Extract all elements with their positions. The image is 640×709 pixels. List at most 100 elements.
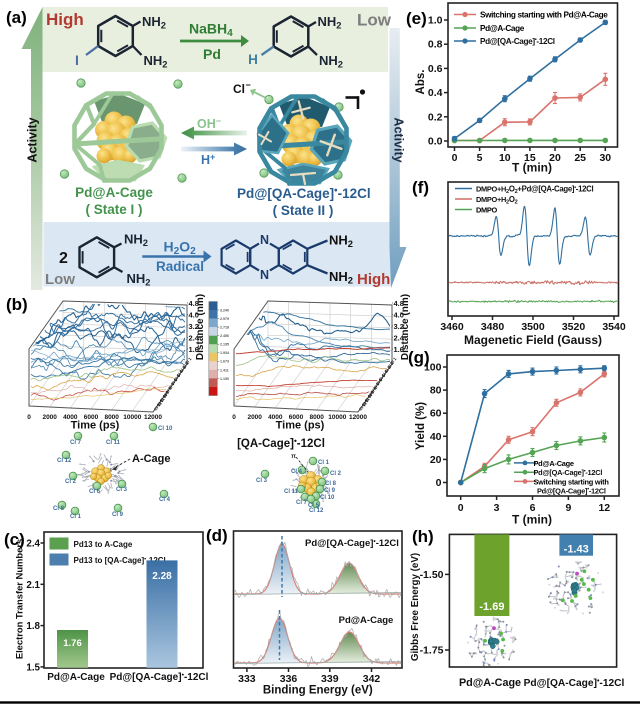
svg-text:High: High [357, 271, 390, 288]
svg-text:Pd@[QA-Cage]•-12Cl: Pd@[QA-Cage]•-12Cl [237, 186, 371, 201]
svg-text:Cl 7: Cl 7 [167, 381, 176, 391]
svg-text:Activity: Activity [392, 117, 406, 162]
svg-text:4000: 4000 [268, 414, 283, 421]
svg-text:Cl 11: Cl 11 [284, 489, 299, 495]
svg-text:(a): (a) [6, 8, 27, 27]
svg-text:10000: 10000 [123, 414, 141, 421]
svg-text:Cl 7: Cl 7 [372, 381, 381, 391]
svg-text:2000: 2000 [247, 414, 262, 421]
svg-text:3.240: 3.240 [220, 308, 229, 312]
svg-text:30: 30 [599, 152, 611, 164]
svg-text:0.2: 0.2 [428, 111, 443, 123]
svg-text:2.4: 2.4 [189, 333, 200, 342]
svg-text:Switching starting with Pd@A-C: Switching starting with Pd@A-Cage [480, 11, 608, 20]
svg-text:0.6: 0.6 [428, 63, 443, 75]
svg-text:40: 40 [430, 431, 442, 443]
svg-text:60: 60 [430, 408, 442, 420]
svg-text:High: High [46, 10, 84, 29]
svg-text:2.456: 2.456 [220, 334, 229, 338]
svg-text:T (min): T (min) [512, 161, 552, 175]
svg-text:Cl 1: Cl 1 [70, 514, 82, 520]
svg-text:Low: Low [45, 271, 75, 288]
svg-text:4.0: 4.0 [189, 310, 199, 319]
svg-text:20: 20 [549, 152, 561, 164]
svg-text:6000: 6000 [289, 414, 304, 421]
svg-text:Cl 12: Cl 12 [57, 458, 72, 464]
svg-text:2000: 2000 [42, 414, 57, 421]
svg-text:I: I [75, 52, 79, 68]
svg-text:0: 0 [436, 477, 442, 489]
svg-text:20: 20 [430, 454, 442, 466]
svg-text:T (min): T (min) [512, 513, 552, 527]
svg-text:NH2: NH2 [318, 14, 342, 30]
svg-text:( State II ): ( State II ) [273, 203, 334, 218]
svg-text:Cl 8: Cl 8 [369, 385, 378, 395]
svg-text:(d): (d) [206, 526, 228, 545]
svg-text:Distance (nm): Distance (nm) [400, 294, 411, 360]
svg-text:4000: 4000 [63, 414, 78, 421]
svg-text:Pd@[QA-Cage]•-12Cl: Pd@[QA-Cage]•-12Cl [305, 538, 399, 549]
svg-text:Cl 8: Cl 8 [325, 481, 337, 487]
svg-text:8000: 8000 [104, 414, 119, 421]
svg-text:1.0: 1.0 [428, 15, 443, 27]
svg-text:Cl 6: Cl 6 [375, 377, 384, 387]
svg-text:NH2: NH2 [142, 14, 166, 30]
svg-text:Cl 9: Cl 9 [324, 488, 336, 494]
svg-text:1.6: 1.6 [394, 345, 404, 354]
svg-text:DMPO+H2O2+Pd@[QA-Cage]•-12Cl: DMPO+H2O2+Pd@[QA-Cage]•-12Cl [476, 185, 593, 195]
svg-text:2.4: 2.4 [26, 539, 40, 550]
svg-text:80: 80 [430, 385, 442, 397]
svg-text:Cl 2: Cl 2 [181, 360, 190, 370]
svg-text:Cl 11: Cl 11 [106, 440, 121, 446]
svg-text:Pd13 to A-Cage: Pd13 to A-Cage [74, 540, 133, 549]
svg-text:H+: H+ [201, 152, 215, 167]
svg-text:3460: 3460 [440, 321, 464, 333]
svg-text:333: 333 [238, 673, 256, 685]
svg-text:Cl 5: Cl 5 [378, 373, 387, 383]
svg-text:Cl 4: Cl 4 [175, 369, 184, 379]
svg-text:Cl 5: Cl 5 [173, 373, 182, 383]
svg-text:Gibbs Free Energy (eV): Gibbs Free Energy (eV) [410, 553, 421, 661]
svg-text:-1.75: -1.75 [420, 645, 444, 657]
svg-text:(h): (h) [412, 527, 434, 546]
svg-text:3500: 3500 [521, 321, 545, 333]
svg-text:Pd@A-Cage: Pd@A-Cage [534, 459, 574, 468]
svg-text:2.718: 2.718 [220, 326, 229, 330]
svg-text:Cl 2: Cl 2 [65, 479, 77, 485]
svg-text:Cl 3: Cl 3 [383, 364, 392, 374]
svg-text:NH2: NH2 [329, 269, 353, 285]
svg-text:Cl 3: Cl 3 [116, 487, 128, 493]
svg-text:0.4: 0.4 [428, 87, 443, 99]
svg-text:(f): (f) [412, 178, 429, 197]
svg-text:Cl 12: Cl 12 [153, 400, 164, 411]
svg-text:Cl 3: Cl 3 [256, 478, 268, 484]
svg-text:N: N [260, 233, 269, 247]
svg-text:OH−: OH− [197, 116, 221, 131]
svg-text:4.0: 4.0 [394, 310, 404, 319]
svg-text:6: 6 [530, 502, 536, 514]
svg-text:Pd@[QA-Cage]•-12Cl: Pd@[QA-Cage]•-12Cl [537, 486, 606, 495]
svg-text:Cl 11: Cl 11 [156, 396, 166, 407]
svg-text:6000: 6000 [84, 414, 99, 421]
svg-text:Radical: Radical [156, 259, 204, 274]
svg-text:3.2: 3.2 [189, 322, 199, 331]
svg-text:Cl 4: Cl 4 [291, 469, 303, 475]
svg-text:Cl 1: Cl 1 [389, 356, 398, 366]
svg-text:3520: 3520 [562, 321, 586, 333]
svg-text:Cl 10: Cl 10 [320, 495, 335, 501]
svg-text:Switching starting with: Switching starting with [534, 477, 610, 486]
svg-text:Cl 9: Cl 9 [366, 389, 375, 399]
svg-text:N: N [260, 268, 269, 282]
svg-text:Cl 10: Cl 10 [363, 392, 374, 403]
svg-text:8000: 8000 [309, 414, 324, 421]
svg-text:Electron Transfer Numbers: Electron Transfer Numbers [14, 539, 25, 659]
svg-text:Cl 4: Cl 4 [380, 369, 389, 379]
svg-text:5: 5 [477, 152, 483, 164]
svg-text:−: − [246, 80, 251, 90]
svg-text:12000: 12000 [144, 414, 162, 421]
svg-text:3540: 3540 [602, 321, 626, 333]
svg-text:3.2: 3.2 [394, 322, 404, 331]
svg-text:NH2: NH2 [127, 271, 151, 287]
svg-text:1.411: 1.411 [220, 368, 229, 372]
svg-text:Cl 6: Cl 6 [89, 489, 101, 495]
